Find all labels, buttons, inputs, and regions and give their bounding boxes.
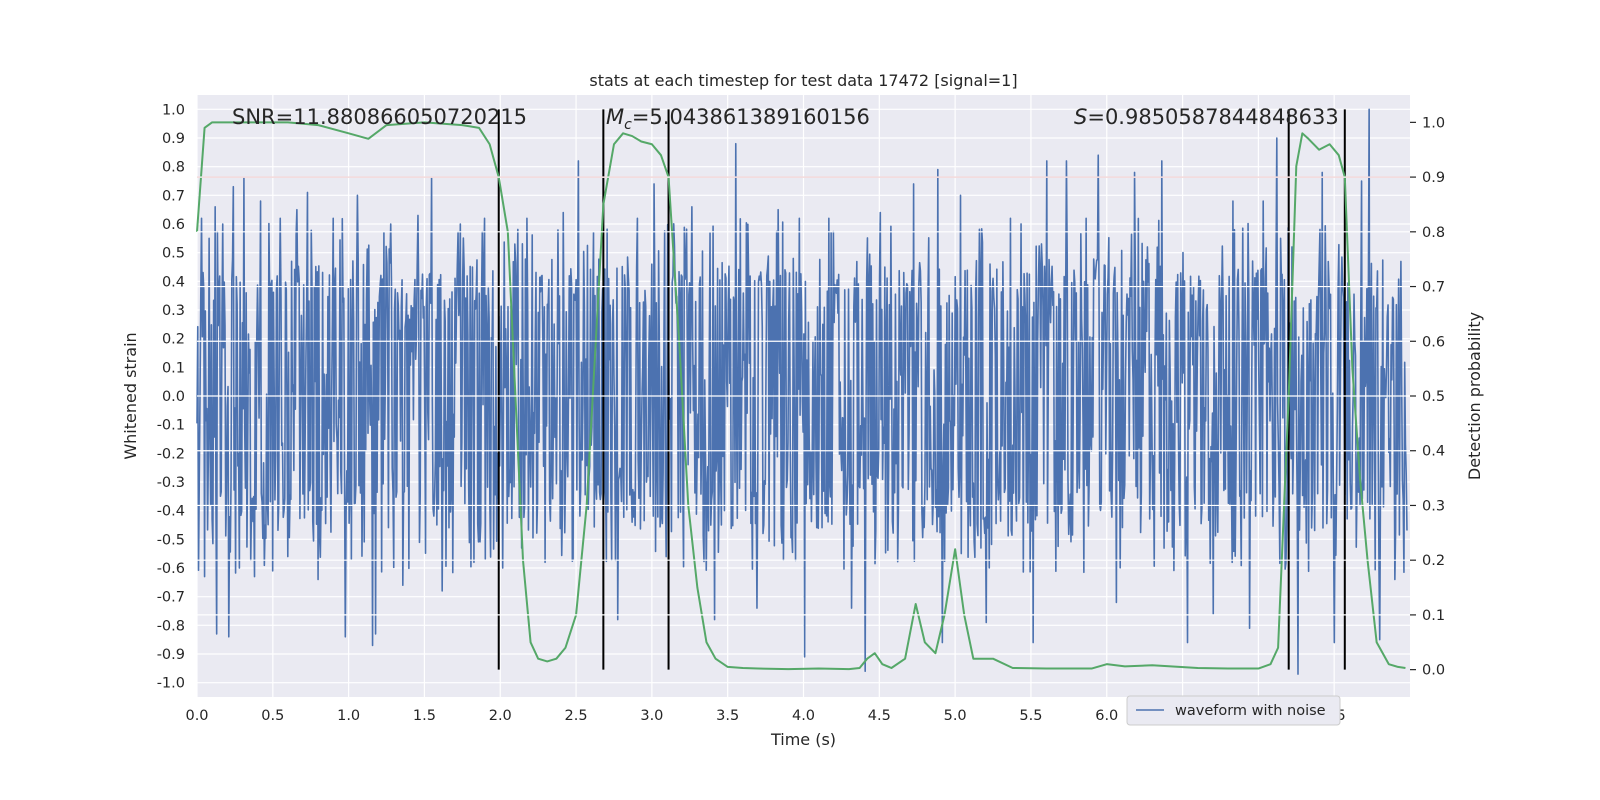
y-tick-label: -0.6 [157, 561, 185, 577]
y2-tick-label: 0.3 [1422, 498, 1445, 514]
x-tick-label: 0.5 [261, 708, 284, 724]
y-tick-label: 0.1 [162, 360, 185, 376]
y2-tick-label: 0.6 [1422, 334, 1445, 350]
x-tick-label: 3.0 [640, 708, 663, 724]
y-tick-label: 0.5 [162, 246, 185, 262]
y-tick-label: 0.9 [162, 131, 185, 147]
y-tick-label: 1.0 [162, 102, 185, 118]
s-value: =0.9850587844848633 [1087, 105, 1338, 129]
x-tick-label: 2.0 [489, 708, 512, 724]
y2-tick-label: 0.9 [1422, 170, 1445, 186]
mc-subscript: c [624, 117, 632, 133]
y-tick-label: 0.6 [162, 217, 185, 233]
y2-tick-label: 0.7 [1422, 280, 1445, 296]
y2-tick-label: 0.4 [1422, 444, 1445, 460]
y-tick-label: -0.1 [157, 418, 185, 434]
y-tick-label: 0.3 [162, 303, 185, 319]
y-tick-label: 0.4 [162, 274, 185, 290]
legend-box [1126, 695, 1341, 726]
y-tick-label: -0.5 [157, 532, 185, 548]
y2-tick-label: 0.0 [1422, 663, 1445, 679]
strain-series [196, 108, 1408, 675]
y2-axis-title: Detection probability [1465, 312, 1484, 480]
y-tick-label: -0.9 [157, 647, 185, 663]
mc-symbol: M [606, 105, 624, 129]
x-tick-label: 1.0 [337, 708, 360, 724]
x-tick-label: 1.5 [413, 708, 436, 724]
legend-label: waveform with noise [1175, 703, 1326, 719]
x-tick-label: 4.5 [868, 708, 891, 724]
y2-tick-label: 1.0 [1422, 115, 1445, 131]
mc-value: =5.043861389160156 [632, 105, 870, 129]
y-axis-title: Whitened strain [121, 332, 140, 459]
snr-annotation: SNR=11.880866050720215 [232, 105, 527, 129]
chart-title: stats at each timestep for test data 174… [589, 71, 1017, 90]
x-tick-label: 5.0 [944, 708, 967, 724]
legend: waveform with noise [1126, 695, 1341, 726]
y2-tick-label: 0.8 [1422, 225, 1445, 241]
x-tick-label: 6.0 [1095, 708, 1118, 724]
y-tick-label: -0.3 [157, 475, 185, 491]
probability-line [196, 121, 1406, 671]
y-tick-label: -1.0 [157, 676, 185, 692]
x-tick-label: 4.0 [792, 708, 815, 724]
y-tick-label: 0.2 [162, 332, 185, 348]
x-tick-label: 2.5 [565, 708, 588, 724]
x-tick-label: 3.5 [716, 708, 739, 724]
y-tick-label: -0.8 [157, 618, 185, 634]
chirp-mass-annotation: Mc=5.043861389160156 [606, 105, 870, 133]
y-tick-label: 0.7 [162, 188, 185, 204]
y2-tick-label: 0.2 [1422, 553, 1445, 569]
x-axis-title: Time (s) [770, 730, 836, 749]
y2-ticks: 1.0 0.9 0.8 0.7 0.6 0.5 0.4 0.3 0.2 0.1 0.0 [1410, 115, 1445, 679]
y-tick-label: 0.0 [162, 389, 185, 405]
y-tick-label: 0.8 [162, 160, 185, 176]
x-tick-label: 0.0 [185, 708, 208, 724]
s-symbol: S [1074, 105, 1087, 129]
x-tick-label: 5.5 [1019, 708, 1042, 724]
y-tick-label: -0.2 [157, 446, 185, 462]
y2-tick-label: 0.5 [1422, 389, 1445, 405]
y-tick-label: -0.4 [157, 504, 185, 520]
right-axis-grid [197, 176, 1410, 616]
y-ticks: 1.0 0.9 0.8 0.7 0.6 0.5 0.4 0.3 0.2 0.1 0.0 -0.1 -0.… [157, 102, 185, 691]
y-tick-label: -0.7 [157, 590, 185, 606]
y2-tick-label: 0.1 [1422, 608, 1445, 624]
strain-line [196, 108, 1408, 675]
score-annotation: S=0.9850587844848633 [1074, 105, 1339, 129]
